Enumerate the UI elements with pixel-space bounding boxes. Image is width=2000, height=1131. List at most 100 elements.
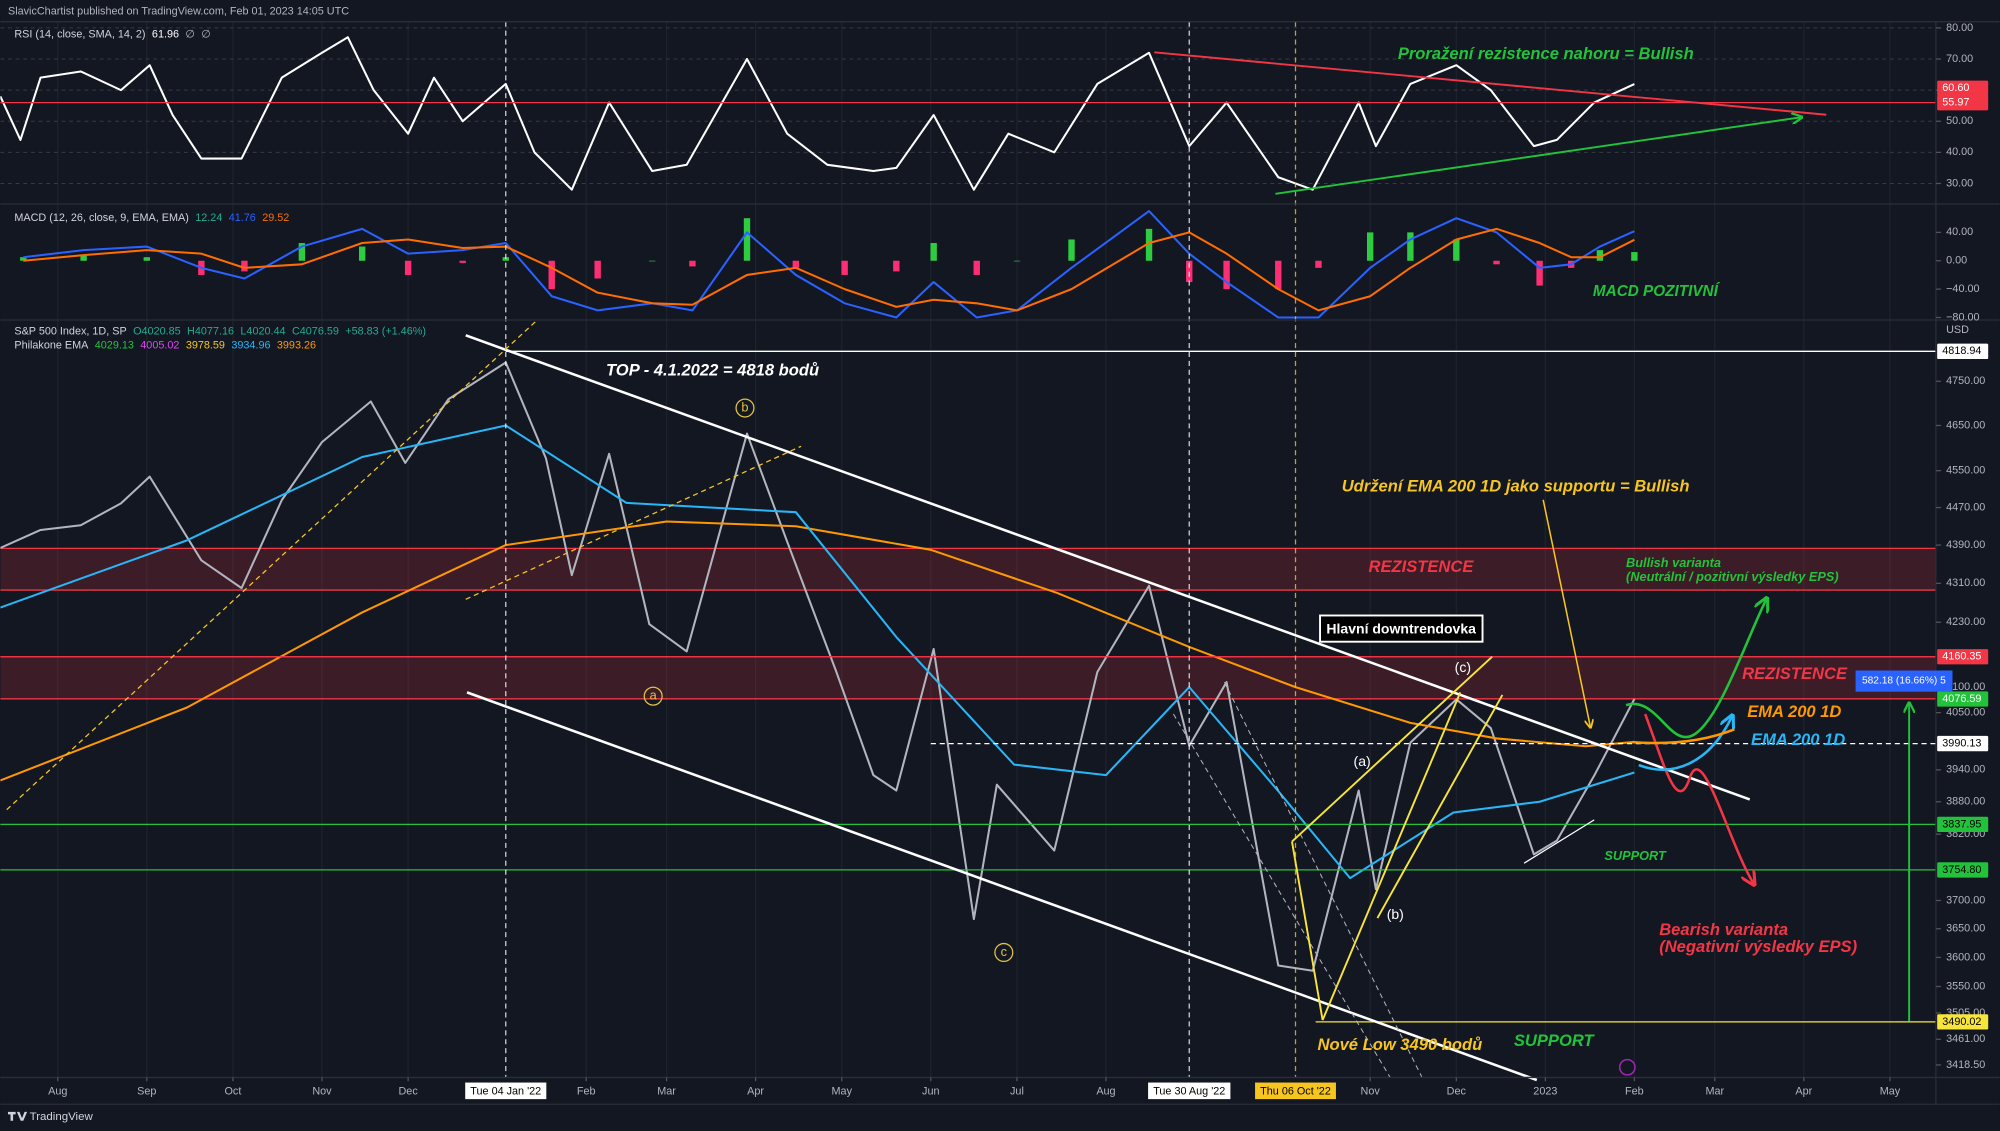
ema-path [1632, 728, 1735, 745]
price-tag-label: 4818.94 [1942, 345, 1981, 357]
histogram-bar [743, 218, 751, 261]
wave-line [1321, 692, 1462, 1021]
y-tick-label: 3650.00 [1946, 923, 1985, 935]
histogram-bar [1493, 260, 1500, 265]
x-tick-label: Aug [48, 1085, 67, 1097]
annotation: TOP - 4.1.2022 = 4818 bodů [606, 360, 819, 379]
logo-mark [7, 1111, 28, 1121]
series-line [23, 210, 1635, 319]
price-tag-label: 60.60 [1942, 82, 1969, 94]
y-tick-label: 70.00 [1946, 53, 1973, 65]
y-tick-label: 3418.50 [1946, 1059, 1985, 1071]
pane [20, 210, 1638, 319]
event-icon [1618, 1058, 1636, 1076]
uptrend-dashed [6, 320, 537, 811]
wave-line [1291, 841, 1324, 1021]
annotation: REZISTENCE [1368, 557, 1474, 576]
y-tick-label: 50.00 [1946, 115, 1973, 127]
axis-unit: USD [1946, 324, 1969, 336]
price-tag-label: 3837.95 [1942, 818, 1981, 830]
annotation: b [741, 399, 748, 414]
y-tick-label: 3550.00 [1946, 980, 1985, 992]
histogram-bar [792, 260, 800, 268]
series-line [0, 520, 1635, 782]
x-tick-label: Apr [1795, 1085, 1812, 1097]
legend-title: Philakone EMA [14, 339, 89, 351]
histogram-bar [594, 260, 601, 279]
legend-title: RSI (14, close, SMA, 14, 2) [14, 28, 145, 40]
callout-arrow [1542, 499, 1590, 727]
legend-readout: 4005.02 [140, 339, 179, 351]
x-tick-label: Mar [657, 1085, 676, 1097]
legend-readout: 3978.59 [186, 339, 225, 351]
histogram-bar [689, 260, 696, 267]
x-tick-label: May [832, 1085, 853, 1097]
histogram-bar [893, 260, 900, 272]
y-tick-label: 4650.00 [1946, 419, 1985, 431]
pane-legend: RSI (14, close, SMA, 14, 2) 61.96 ∅ ∅ [14, 28, 210, 40]
legend-readout: ∅ [185, 28, 194, 40]
price-tag [1937, 80, 1989, 96]
x-tick-label: Jun [922, 1085, 939, 1097]
time-marker-box [1148, 1082, 1231, 1100]
price-tag [1937, 816, 1989, 833]
annotation: 582.18 (16.66%) 5 [1862, 676, 1946, 687]
legend-readout: ∅ [201, 28, 210, 40]
rsi-resistance-line [1154, 51, 1827, 116]
x-tick-label: Nov [1361, 1085, 1381, 1097]
legend-title: MACD (12, 26, close, 9, EMA, EMA) [14, 212, 189, 224]
annotation-box [1319, 614, 1484, 643]
channel-lower [466, 691, 1538, 1082]
axis-layer: 30.0040.0050.0060.0070.0080.0060.6055.97… [48, 22, 1989, 1100]
legend-readout: +58.83 (+1.46%) [345, 325, 426, 337]
price-tag [1937, 649, 1989, 665]
histogram-bar [973, 260, 980, 275]
pane-legend: MACD (12, 26, close, 9, EMA, EMA) 12.24 41… [14, 212, 289, 224]
histogram-bar [459, 260, 466, 263]
bearish-path [1643, 713, 1753, 884]
annotation: (Negativní výsledky EPS) [1659, 937, 1857, 956]
y-tick-label: −40.00 [1946, 283, 1979, 295]
x-tick-label: Feb [577, 1085, 596, 1097]
y-tick-label: −80.00 [1946, 311, 1979, 323]
x-tick-label: Dec [398, 1085, 418, 1097]
publisher-header: SlavicChartist published on TradingView.… [8, 5, 349, 17]
rsi-support-line [1275, 117, 1800, 195]
histogram-bar [1596, 250, 1604, 261]
y-tick-label: 3461.00 [1946, 1033, 1985, 1045]
y-tick-label: 3600.00 [1946, 951, 1985, 963]
annotation: Proražení rezistence nahoru = Bullish [1398, 44, 1694, 63]
y-tick-label: 30.00 [1946, 177, 1973, 189]
histogram-bar [1453, 239, 1460, 261]
annotation: Bearish varianta [1659, 920, 1788, 939]
histogram-bar [404, 260, 412, 275]
y-tick-label: 4310.00 [1946, 577, 1985, 589]
annotation: (Neutrální / pozitivní výsledky EPS) [1626, 569, 1839, 584]
x-tick-label: Mar [1705, 1085, 1724, 1097]
legend-readout: 3993.26 [277, 339, 316, 351]
legend-readout: 12.24 [195, 212, 222, 224]
y-tick-label: 4050.00 [1946, 706, 1985, 718]
x-tick-label: Apr [747, 1085, 764, 1097]
time-marker-box [465, 1082, 547, 1100]
histogram-bar [1013, 260, 1021, 262]
x-tick-label: Feb [1625, 1085, 1644, 1097]
legend-readout: 41.76 [229, 212, 256, 224]
x-tick-label: Nov [312, 1085, 332, 1097]
brand-logo [7, 1111, 28, 1121]
annotation: Nové Low 3490 bodů [1317, 1035, 1482, 1054]
diagonal-dashed [1223, 681, 1423, 1078]
annotation: Udržení EMA 200 1D jako supportu = Bulli… [1342, 476, 1690, 495]
y-tick-label: 0.00 [1946, 255, 1967, 267]
histogram-bar [143, 257, 150, 261]
histogram-bar [1145, 228, 1153, 261]
pane-legend: Philakone EMA 4029.13 4005.02 3978.59 3934.9… [14, 339, 316, 351]
time-marker-label: Tue 30 Aug '22 [1153, 1085, 1225, 1097]
wave-circle [643, 686, 663, 706]
legend-readout: 61.96 [152, 28, 179, 40]
x-tick-label: May [1880, 1085, 1901, 1097]
histogram-bar [1407, 232, 1414, 261]
uptrend-dashed [465, 445, 802, 600]
annotation: SUPPORT [1604, 848, 1667, 863]
